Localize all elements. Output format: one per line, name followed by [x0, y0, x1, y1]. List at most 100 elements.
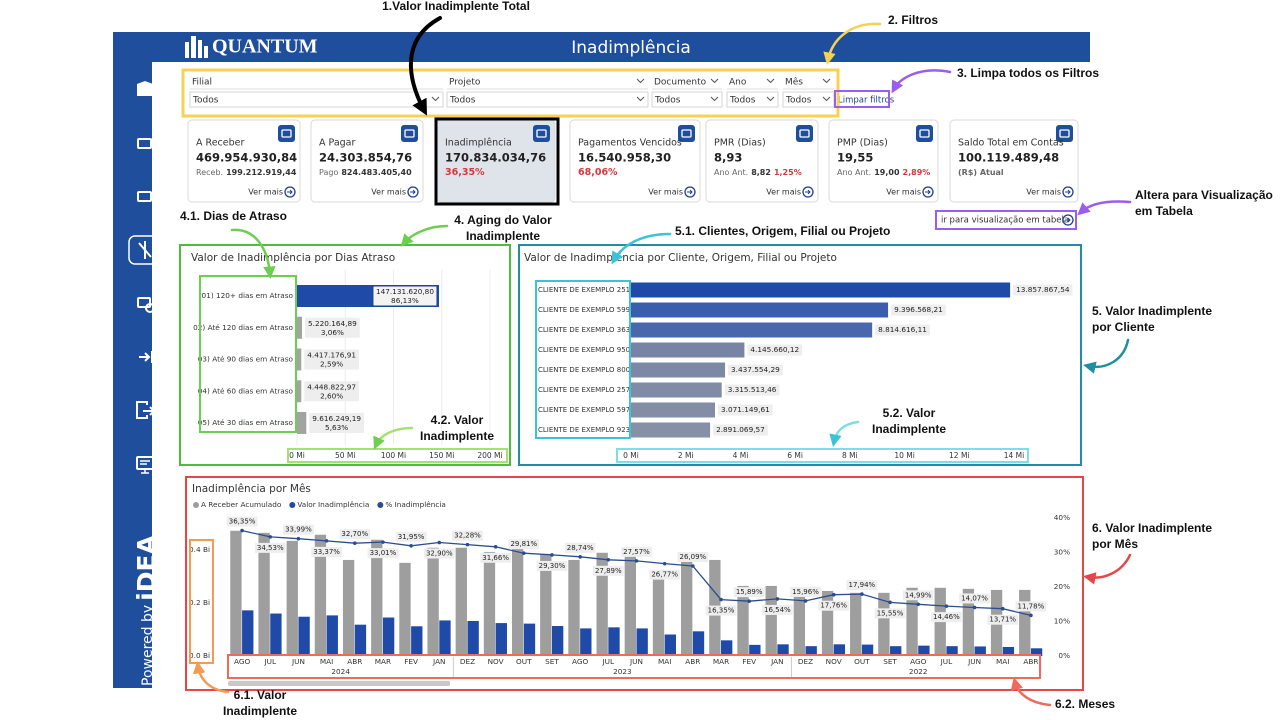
- line-point[interactable]: [465, 542, 470, 547]
- receivable-icon[interactable]: [137, 138, 152, 149]
- line-point[interactable]: [493, 544, 498, 549]
- line-point[interactable]: [522, 551, 526, 555]
- bar[interactable]: [652, 575, 665, 656]
- line-point[interactable]: [662, 561, 667, 566]
- bar[interactable]: [382, 617, 395, 656]
- bar[interactable]: [511, 547, 524, 656]
- bar[interactable]: [580, 628, 592, 656]
- bar[interactable]: [1030, 648, 1043, 656]
- bar[interactable]: [297, 348, 302, 371]
- selected-nav[interactable]: [128, 235, 162, 265]
- bar[interactable]: [483, 551, 496, 656]
- line-point[interactable]: [268, 535, 273, 539]
- bar[interactable]: [974, 646, 986, 656]
- bar[interactable]: [354, 624, 367, 656]
- pmp-icon[interactable]: [136, 401, 156, 419]
- bar[interactable]: [946, 646, 958, 656]
- line-point[interactable]: [437, 540, 442, 545]
- line-point[interactable]: [747, 599, 751, 603]
- bar[interactable]: [631, 282, 1011, 298]
- bar[interactable]: [258, 532, 270, 656]
- bar[interactable]: [230, 530, 242, 656]
- bar[interactable]: [850, 592, 862, 656]
- bar[interactable]: [596, 552, 608, 656]
- bar[interactable]: [286, 540, 298, 656]
- bar[interactable]: [833, 644, 846, 656]
- bar[interactable]: [681, 560, 693, 656]
- clear-filters[interactable]: Limpar filtros: [838, 96, 895, 106]
- ver-mais[interactable]: Ver mais: [886, 188, 921, 197]
- bar[interactable]: [737, 585, 749, 656]
- bar[interactable]: [631, 422, 711, 438]
- bar[interactable]: [411, 626, 423, 656]
- bar[interactable]: [821, 590, 834, 656]
- scrollbar[interactable]: [228, 681, 450, 686]
- filter-dropdown[interactable]: [446, 91, 649, 108]
- line-point[interactable]: [803, 599, 808, 603]
- bar[interactable]: [636, 628, 648, 656]
- line-point[interactable]: [831, 592, 836, 597]
- due-icon[interactable]: [137, 297, 151, 308]
- bar[interactable]: [551, 626, 564, 656]
- line-point[interactable]: [606, 557, 611, 562]
- line-point[interactable]: [409, 543, 413, 548]
- ver-mais[interactable]: Ver mais: [766, 188, 801, 197]
- bar[interactable]: [631, 322, 873, 338]
- ver-mais[interactable]: Ver mais: [1026, 188, 1061, 197]
- payable-icon[interactable]: [137, 191, 152, 202]
- line-point[interactable]: [634, 559, 639, 563]
- bar[interactable]: [342, 559, 355, 656]
- bar[interactable]: [314, 534, 327, 656]
- bar[interactable]: [624, 555, 636, 656]
- bar[interactable]: [1002, 646, 1015, 656]
- line-point[interactable]: [1000, 606, 1005, 611]
- bar[interactable]: [749, 644, 761, 656]
- line-point[interactable]: [860, 592, 864, 596]
- bar[interactable]: [242, 610, 254, 656]
- bar[interactable]: [371, 539, 383, 656]
- bar[interactable]: [805, 646, 817, 656]
- bar[interactable]: [631, 362, 726, 378]
- filter-dropdown[interactable]: [651, 91, 723, 108]
- bar[interactable]: [399, 562, 411, 656]
- line-point[interactable]: [888, 600, 892, 605]
- ver-mais[interactable]: Ver mais: [248, 188, 283, 197]
- line-point[interactable]: [296, 536, 301, 541]
- bar[interactable]: [631, 342, 745, 358]
- bar[interactable]: [721, 640, 733, 656]
- bar[interactable]: [467, 620, 479, 656]
- line-point[interactable]: [240, 528, 244, 533]
- bar[interactable]: [918, 645, 930, 656]
- bar[interactable]: [962, 588, 975, 656]
- ver-mais[interactable]: Ver mais: [648, 188, 683, 197]
- line-point[interactable]: [1029, 613, 1033, 618]
- bar[interactable]: [861, 644, 874, 656]
- filter-dropdown[interactable]: [189, 91, 444, 108]
- bar[interactable]: [890, 646, 902, 656]
- bar[interactable]: [523, 623, 536, 656]
- bar[interactable]: [878, 592, 890, 656]
- bar[interactable]: [631, 302, 889, 318]
- bar[interactable]: [297, 380, 302, 403]
- bar[interactable]: [906, 587, 918, 656]
- line-point[interactable]: [916, 602, 921, 607]
- ver-mais[interactable]: Ver mais: [371, 188, 406, 197]
- bar[interactable]: [1019, 589, 1031, 656]
- bar[interactable]: [297, 412, 307, 434]
- bar[interactable]: [765, 585, 777, 656]
- line-point[interactable]: [972, 605, 977, 610]
- line-point[interactable]: [352, 541, 357, 545]
- filter-dropdown[interactable]: [726, 91, 779, 108]
- line-point[interactable]: [381, 540, 385, 544]
- line-point[interactable]: [944, 604, 949, 608]
- bar[interactable]: [427, 547, 439, 656]
- bar[interactable]: [298, 616, 310, 656]
- bar[interactable]: [439, 620, 451, 656]
- bar[interactable]: [631, 402, 716, 418]
- line-point[interactable]: [324, 539, 329, 543]
- bar[interactable]: [568, 559, 580, 656]
- bar[interactable]: [692, 631, 705, 656]
- bar[interactable]: [495, 623, 507, 656]
- bar[interactable]: [326, 615, 338, 656]
- bar[interactable]: [608, 627, 620, 656]
